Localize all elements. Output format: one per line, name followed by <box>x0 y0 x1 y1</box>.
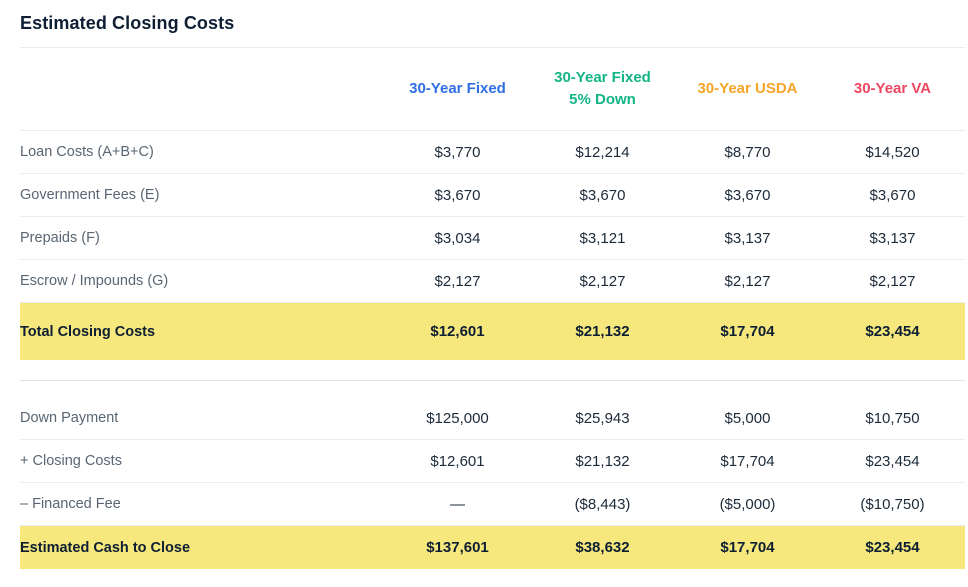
row-label: Down Payment <box>20 410 119 426</box>
row-value: $21,132 <box>575 323 630 340</box>
title-divider <box>20 47 965 48</box>
row-value: $12,601 <box>430 452 485 470</box>
row-value: $3,137 <box>724 229 771 247</box>
column-header-line1: 30-Year VA <box>853 80 932 98</box>
row-label: – Financed Fee <box>20 496 121 512</box>
row-label: Total Closing Costs <box>20 323 156 340</box>
row-value: $2,127 <box>579 272 626 290</box>
row-value: $3,137 <box>869 229 916 247</box>
row-value: $23,454 <box>865 539 920 556</box>
row-label: Escrow / Impounds (G) <box>20 273 169 289</box>
row-label: Loan Costs (A+B+C) <box>20 144 154 160</box>
row-value: — <box>450 495 465 513</box>
page-title: Estimated Closing Costs <box>20 13 235 33</box>
section-closing-costs: Loan Costs (A+B+C) $3,770 $12,214 $8,770 $14… <box>20 131 965 360</box>
table-row: – Financed Fee — ($8,443) ($5,000) ($10,750) <box>20 483 965 526</box>
table-row: Government Fees (E) $3,670 $3,670 $3,670 $3,… <box>20 174 965 217</box>
column-header-30-year-usda: 30-Year USDA <box>675 78 820 100</box>
row-value: $3,670 <box>724 186 771 204</box>
row-value: $3,670 <box>869 186 916 204</box>
column-header-30-year-va: 30-Year VA <box>820 78 965 100</box>
row-label: Estimated Cash to Close <box>20 539 191 556</box>
table-row-total: Estimated Cash to Close $137,601 $38,632 $1… <box>20 526 965 569</box>
row-value: $23,454 <box>865 323 920 340</box>
row-label: Prepaids (F) <box>20 230 100 246</box>
row-value: $137,601 <box>426 539 489 556</box>
column-header-line1: 30-Year Fixed <box>554 69 651 87</box>
row-value: $3,670 <box>579 186 626 204</box>
row-value: $14,520 <box>865 143 920 161</box>
row-value: $38,632 <box>575 539 630 556</box>
row-value: $2,127 <box>724 272 771 290</box>
section-cash-to-close: Down Payment $125,000 $25,943 $5,000 $10,750… <box>20 380 965 569</box>
table-row: Prepaids (F) $3,034 $3,121 $3,137 $3,137 <box>20 217 965 260</box>
row-value: $2,127 <box>869 272 916 290</box>
table-row: Loan Costs (A+B+C) $3,770 $12,214 $8,770 $14… <box>20 131 965 174</box>
column-header-line1: 30-Year Fixed <box>409 80 506 98</box>
row-value: $3,670 <box>434 186 481 204</box>
table-row: Down Payment $125,000 $25,943 $5,000 $10,750 <box>20 397 965 440</box>
row-value: $3,770 <box>434 143 481 161</box>
row-label: + Closing Costs <box>20 453 122 469</box>
row-value: $125,000 <box>426 409 489 427</box>
table-row: Escrow / Impounds (G) $2,127 $2,127 $2,127 $… <box>20 260 965 303</box>
table-row: + Closing Costs $12,601 $21,132 $17,704 $23,… <box>20 440 965 483</box>
column-header-line2: 5% Down <box>569 91 636 108</box>
column-header-30-year-fixed-5-down: 30-Year Fixed 5% Down <box>530 67 675 111</box>
row-value: $12,601 <box>430 323 485 340</box>
column-header-30-year-fixed: 30-Year Fixed <box>385 78 530 100</box>
row-value: $10,750 <box>865 409 920 427</box>
row-value: $25,943 <box>575 409 630 427</box>
row-value: $8,770 <box>724 143 771 161</box>
row-value: $23,454 <box>865 452 920 470</box>
row-value: ($5,000) <box>719 495 776 513</box>
row-value: $17,704 <box>720 539 775 556</box>
closing-costs-panel: Estimated Closing Costs 30-Year Fixed 30… <box>20 0 965 569</box>
table-row-total: Total Closing Costs $12,601 $21,132 $17,704… <box>20 303 965 360</box>
row-value: $17,704 <box>720 323 775 340</box>
table-header-row: 30-Year Fixed 30-Year Fixed 5% Down 30-Y… <box>20 48 965 131</box>
row-value: $12,214 <box>575 143 630 161</box>
row-value: $3,034 <box>434 229 481 247</box>
column-header-line1: 30-Year USDA <box>697 80 798 98</box>
row-value: $17,704 <box>720 452 775 470</box>
row-value: $2,127 <box>434 272 481 290</box>
row-value: ($8,443) <box>574 495 631 513</box>
row-label: Government Fees (E) <box>20 187 160 203</box>
row-value: ($10,750) <box>860 495 925 513</box>
row-value: $5,000 <box>724 409 771 427</box>
row-value: $21,132 <box>575 452 630 470</box>
row-value: $3,121 <box>579 229 626 247</box>
